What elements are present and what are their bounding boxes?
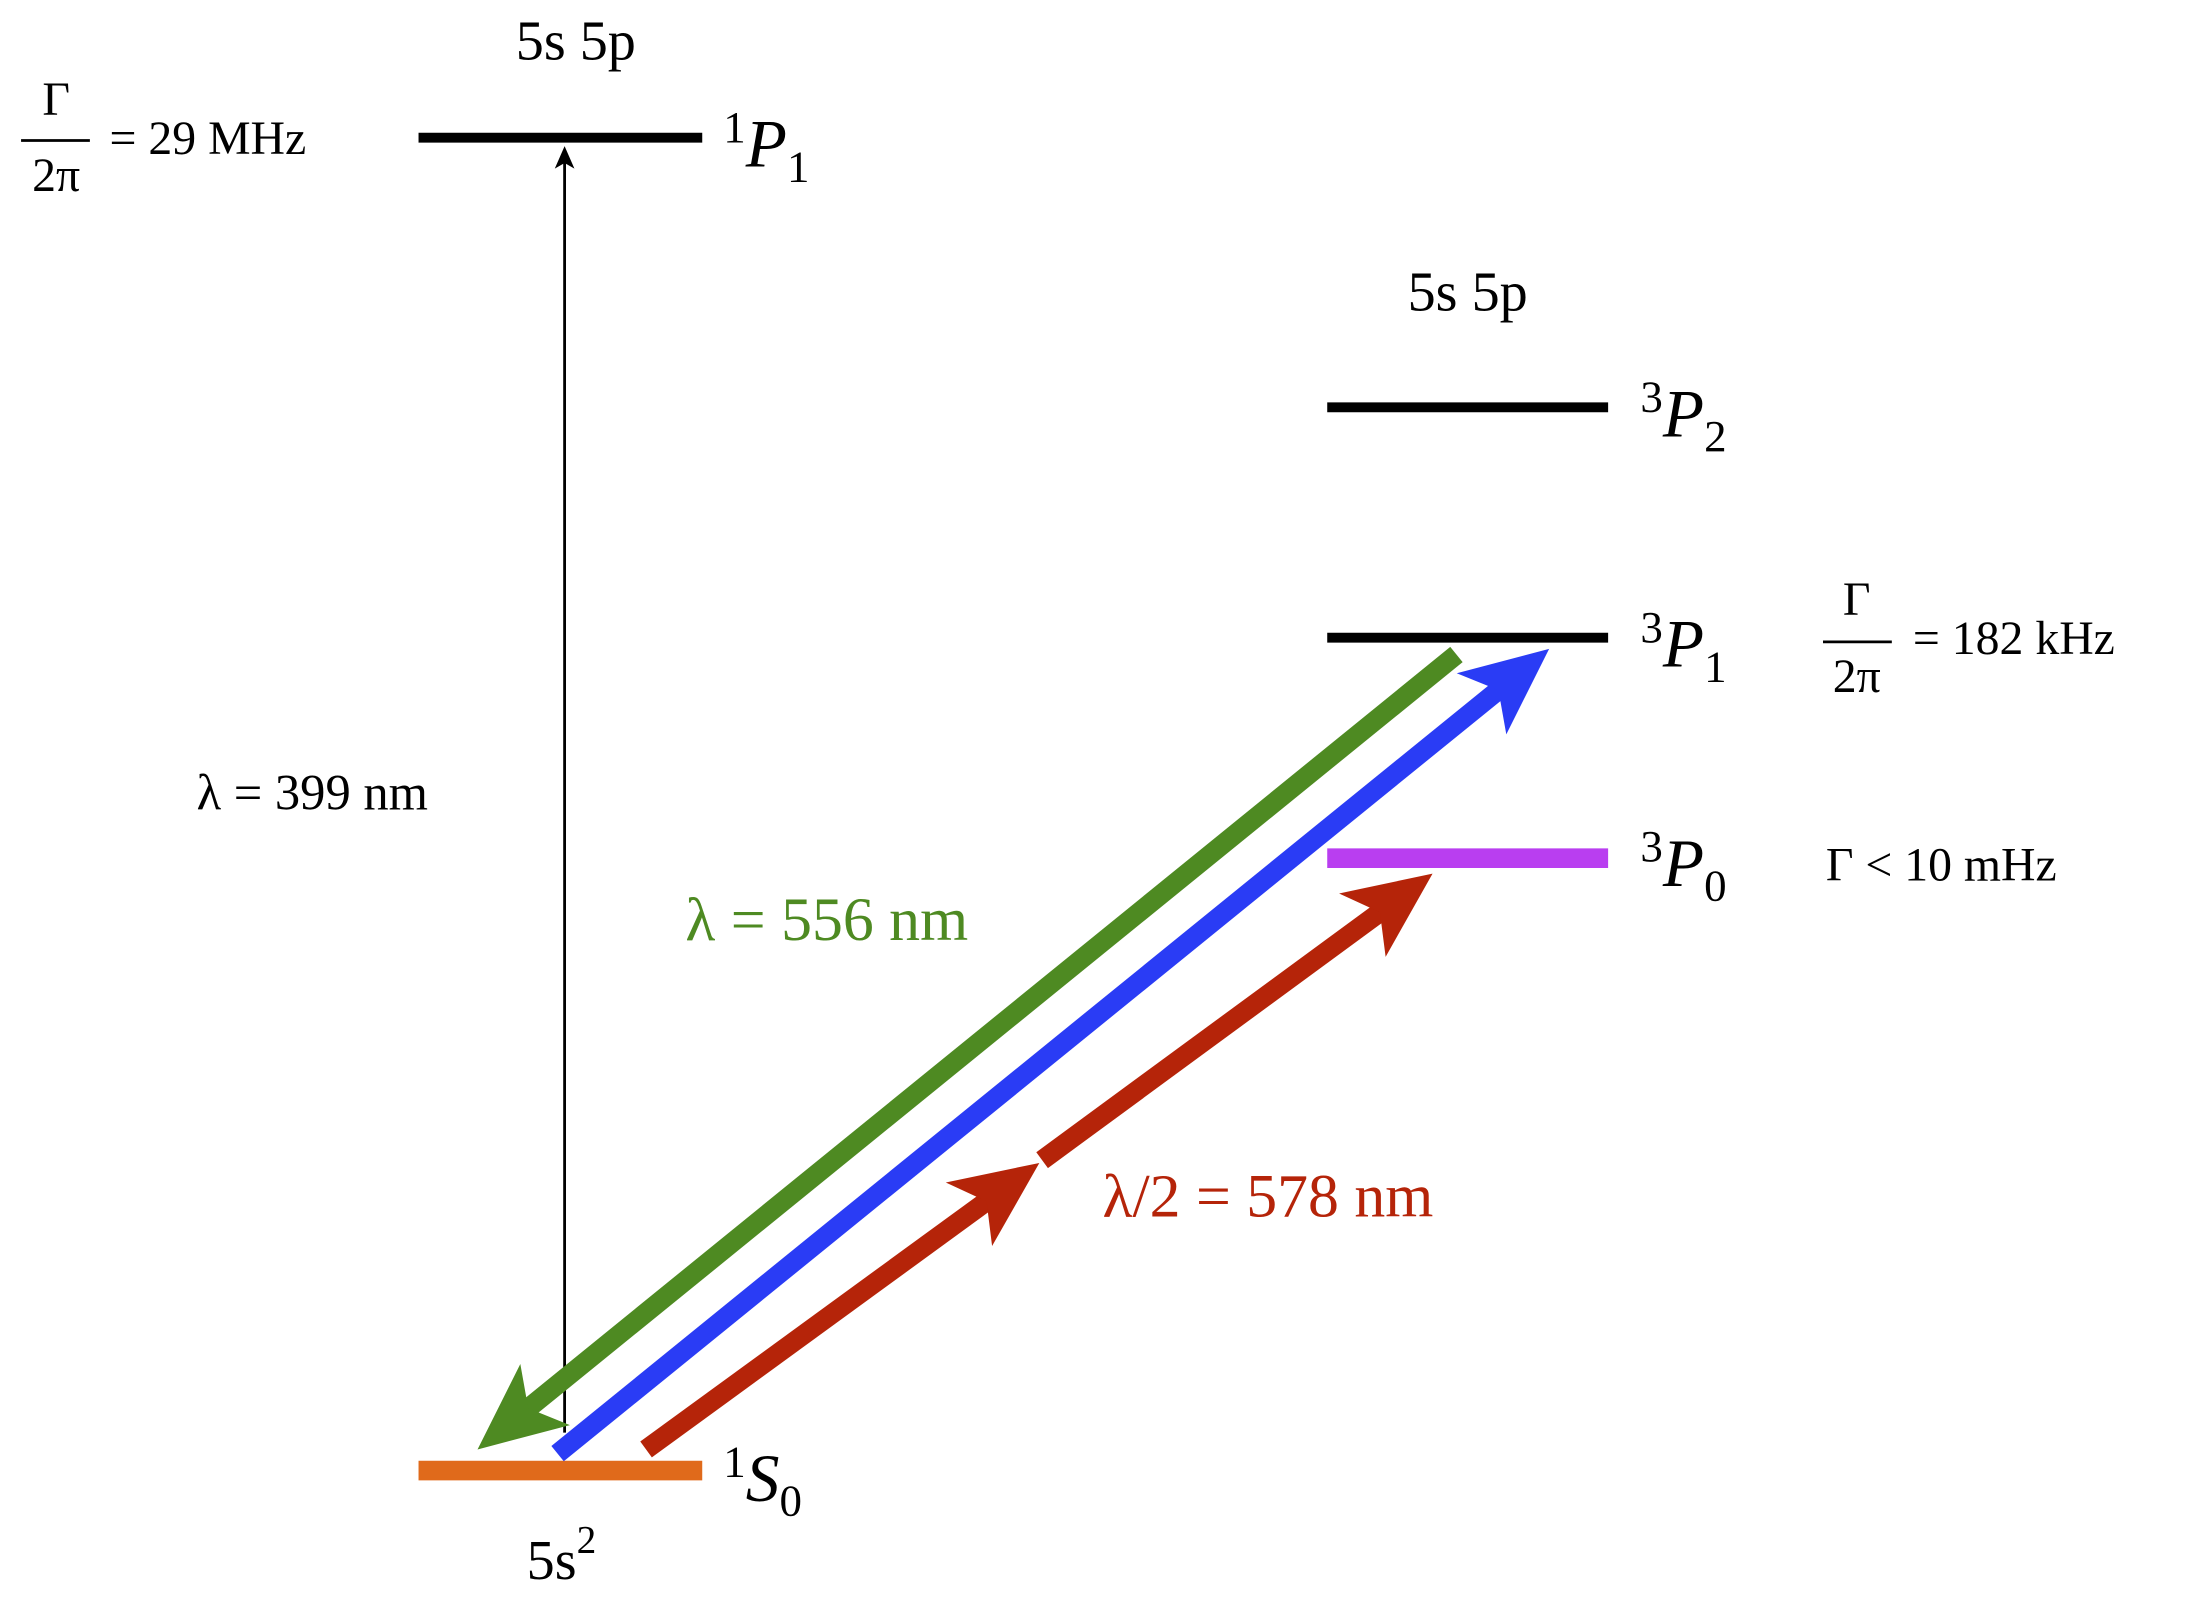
fraction-numerator: Γ xyxy=(42,73,70,126)
fraction-numerator: Γ xyxy=(1843,573,1871,626)
fraction-denominator: 2π xyxy=(1833,650,1881,703)
term-label: 1P1 xyxy=(723,102,809,191)
transition-arrows xyxy=(477,146,1550,1462)
term-label: 3P2 xyxy=(1640,372,1726,461)
fraction-denominator: 2π xyxy=(32,149,80,202)
term-label: 1S0 xyxy=(723,1437,802,1526)
linewidth-label: = 182 kHz xyxy=(1913,612,2115,665)
term-label: 3P1 xyxy=(1640,602,1726,691)
linewidth-label: = 29 MHz xyxy=(110,112,307,165)
config-label: 5s 5p xyxy=(1408,262,1528,324)
term-label: 3P0 xyxy=(1640,821,1726,910)
arrow-head xyxy=(945,1162,1040,1247)
config-label: 5s 5p xyxy=(516,10,636,72)
arrow-head xyxy=(554,146,575,169)
config-label: 5s2 xyxy=(527,1518,597,1592)
arrow-head xyxy=(1339,873,1433,957)
arrow-shaft xyxy=(1036,901,1390,1169)
arrow-shaft xyxy=(518,646,1463,1419)
transition-label: λ = 556 nm xyxy=(685,886,968,954)
arrow-head xyxy=(1456,648,1550,735)
arrow-shaft xyxy=(640,1190,996,1458)
arrow-head xyxy=(477,1364,570,1450)
transition-label: λ = 399 nm xyxy=(197,764,428,820)
linewidth-label: Γ < 10 mHz xyxy=(1826,838,2057,891)
transition-label: λ/2 = 578 nm xyxy=(1103,1162,1434,1230)
arrow-shaft xyxy=(551,679,1509,1462)
